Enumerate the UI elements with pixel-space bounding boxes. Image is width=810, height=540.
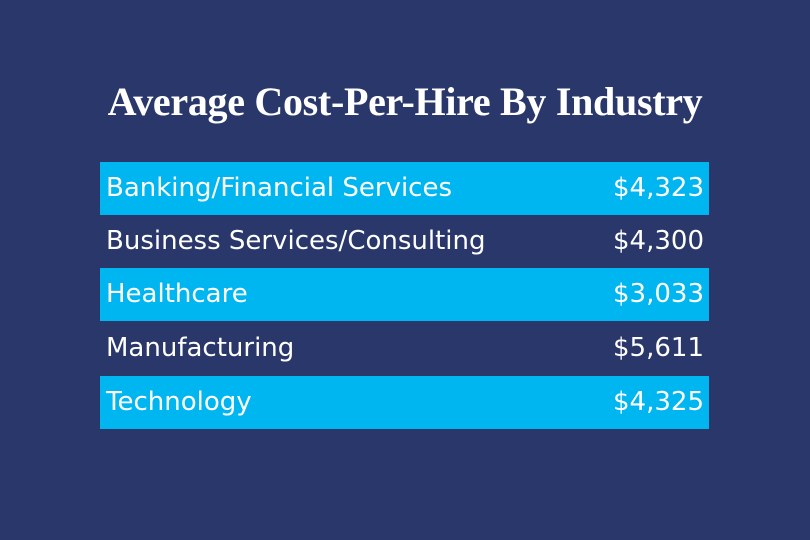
cost-value: $4,323 — [613, 173, 704, 203]
table-row: Business Services/Consulting $4,300 — [100, 215, 709, 268]
cost-value: $4,325 — [613, 387, 704, 417]
table-row: Healthcare $3,033 — [100, 268, 709, 321]
table-row: Technology $4,325 — [100, 376, 709, 429]
industry-label: Manufacturing — [106, 333, 295, 363]
title: Average Cost-Per-Hire By Industry — [107, 79, 703, 124]
table-row: Banking/Financial Services $4,323 — [100, 162, 709, 215]
cost-value: $3,033 — [613, 279, 704, 309]
cost-value: $5,611 — [613, 333, 704, 363]
cost-value: $4,300 — [613, 226, 704, 256]
industry-label: Technology — [106, 387, 252, 417]
industry-label: Healthcare — [106, 279, 248, 309]
industry-label: Banking/Financial Services — [106, 173, 453, 203]
industry-label: Business Services/Consulting — [106, 226, 486, 256]
table-row: Manufacturing $5,611 — [100, 322, 709, 375]
